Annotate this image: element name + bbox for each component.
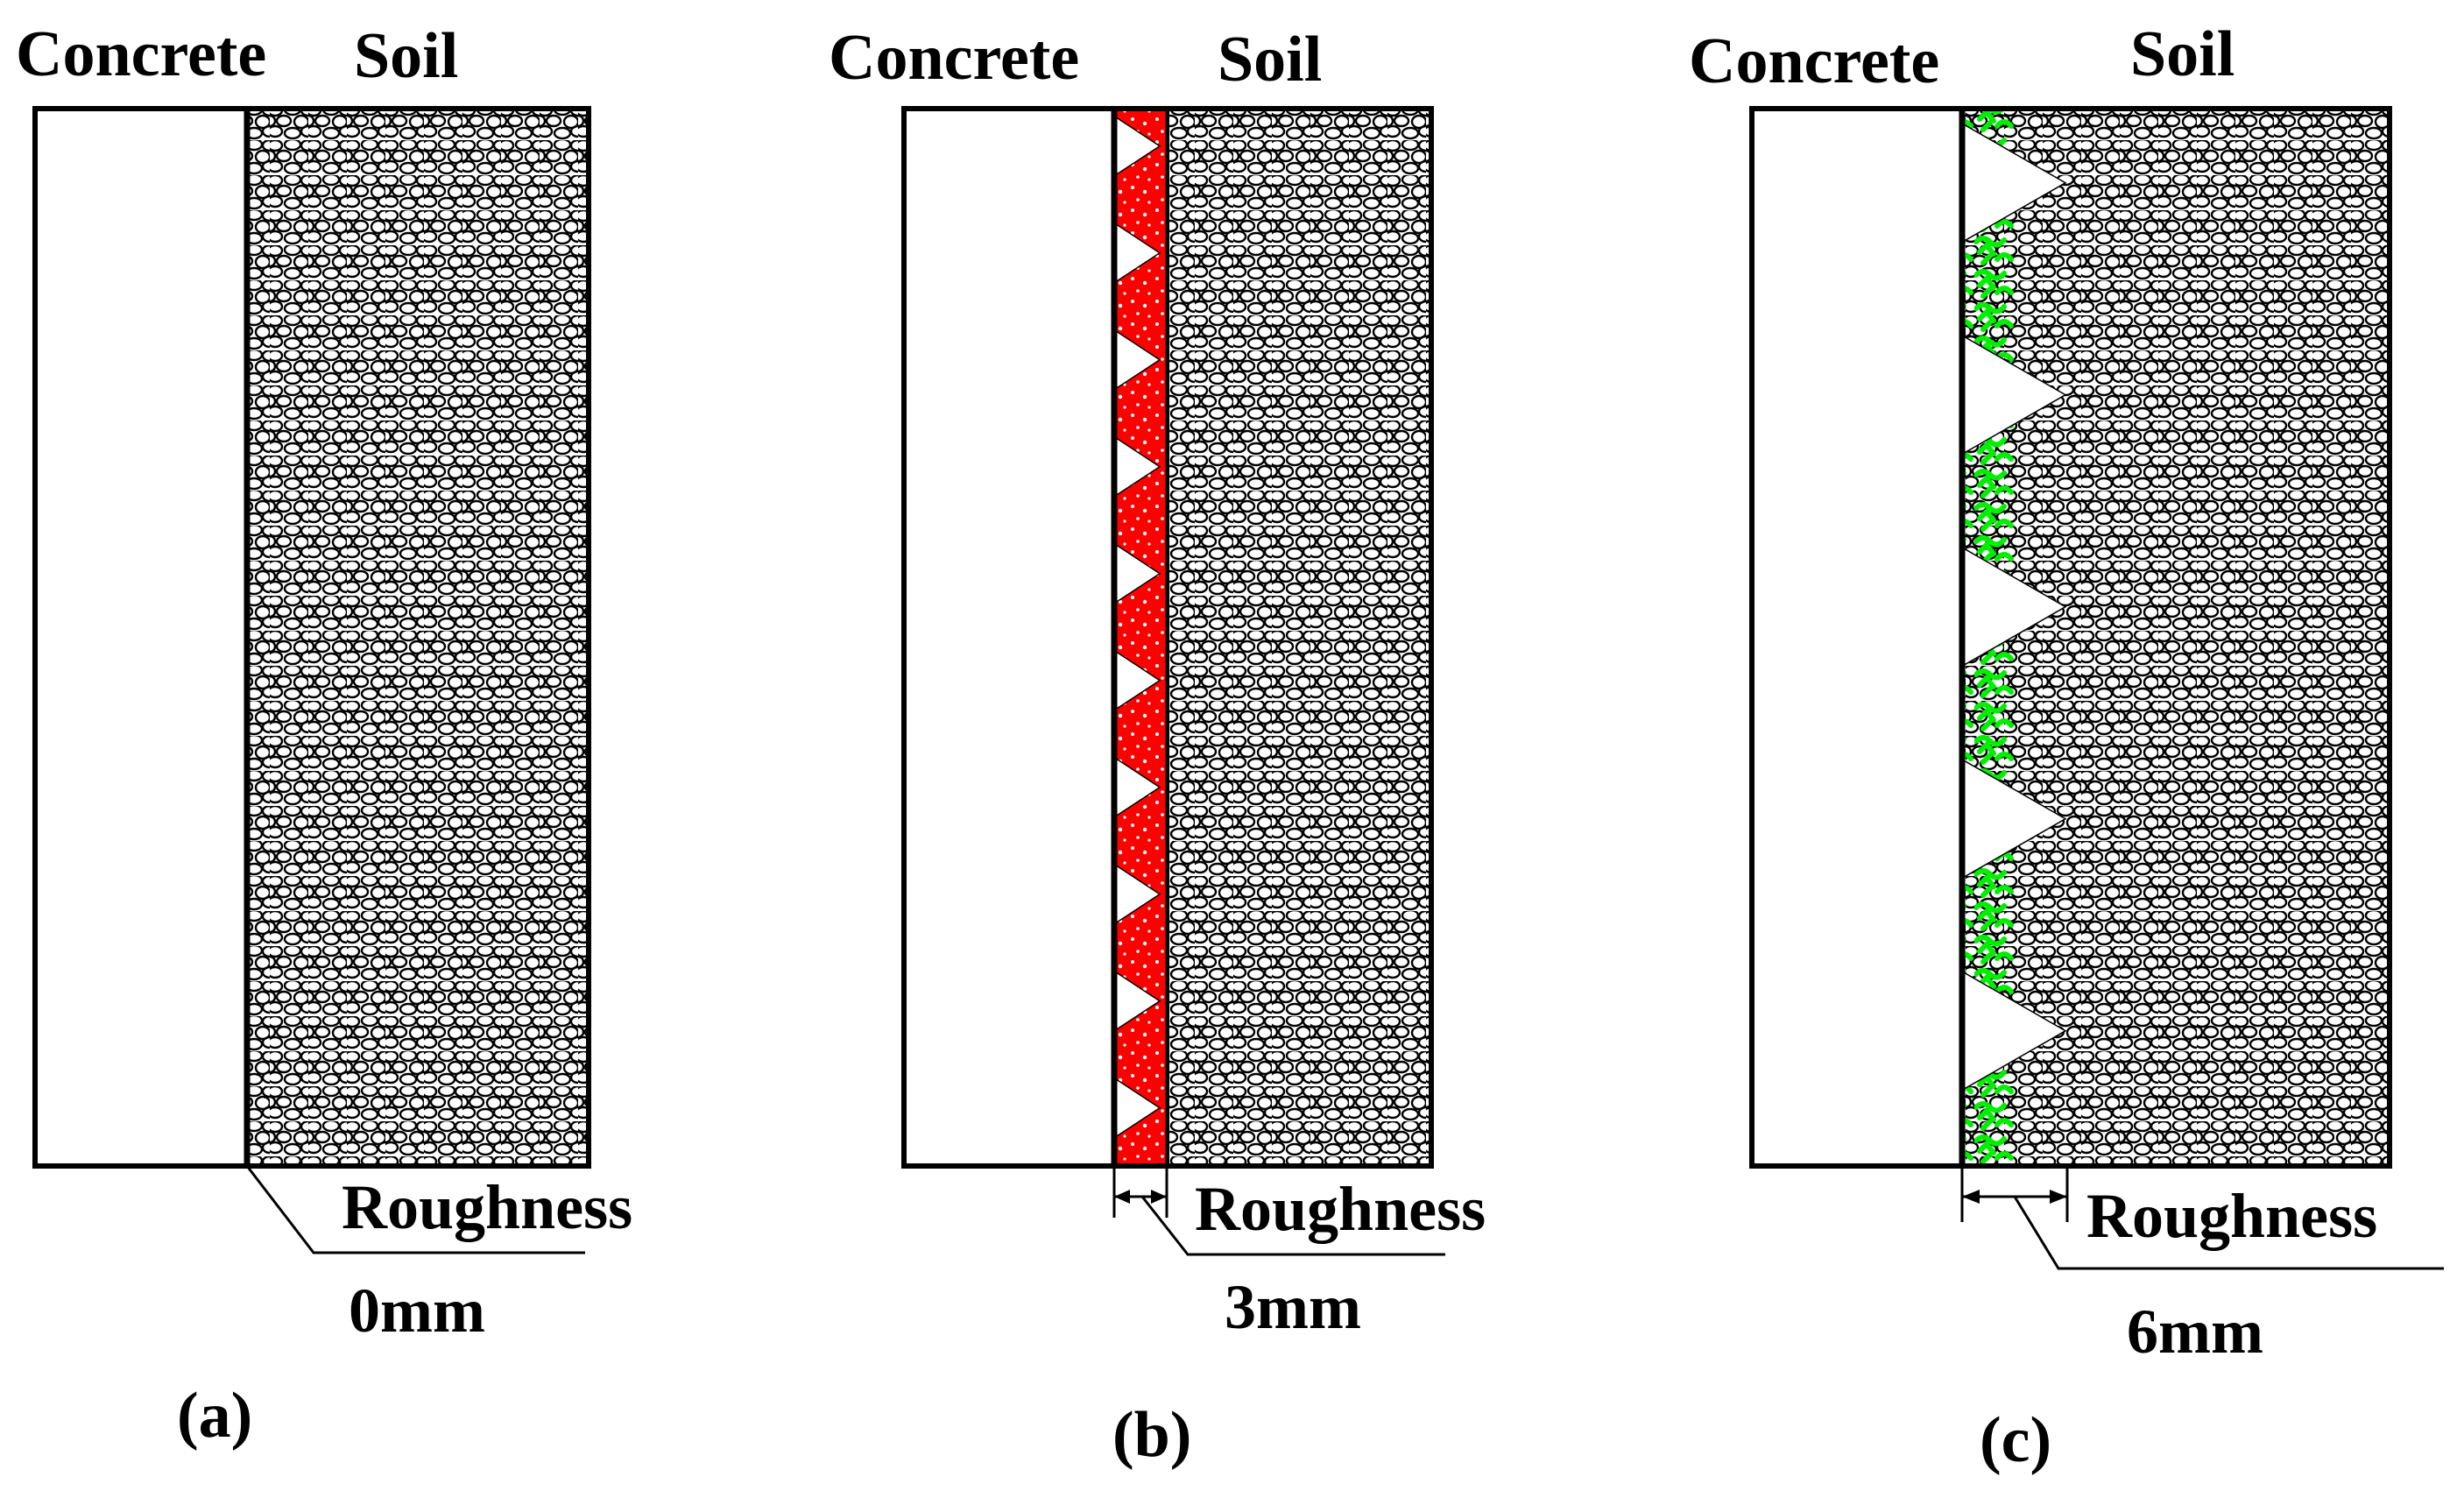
concrete-label-b: Concrete <box>829 22 1079 94</box>
roughness-label-c: Roughness <box>2086 1181 2377 1251</box>
soil-label-c: Soil <box>2130 18 2235 90</box>
concrete-label-c: Concrete <box>1689 25 1939 97</box>
dim-arrow-left-b <box>1114 1190 1130 1204</box>
roughness-leader-c <box>2013 1196 2444 1270</box>
roughness-leader-a <box>245 1165 585 1254</box>
concrete-block-a <box>32 106 250 1169</box>
soil-block-a <box>244 106 591 1169</box>
concrete-block-c <box>1749 106 1965 1169</box>
caption-a: (a) <box>177 1380 252 1452</box>
dim-arrow-right-c <box>2050 1190 2067 1204</box>
soil-block-b <box>1164 106 1434 1169</box>
roughness-value-c: 6mm <box>2127 1297 2263 1367</box>
soil-block-c <box>1959 106 2392 1169</box>
caption-c: (c) <box>1980 1404 2051 1476</box>
soil-label-a: Soil <box>354 20 458 92</box>
concrete-label-a: Concrete <box>16 18 266 90</box>
panel-b: Concrete Soil Roughness 3mm (b) <box>829 22 1486 1471</box>
roughness-label-b: Roughness <box>1195 1174 1486 1244</box>
soil-label-b: Soil <box>1218 24 1322 95</box>
panel-c: Concrete Soil Roughness 6mm (c) <box>1689 18 2444 1476</box>
caption-b: (b) <box>1112 1399 1191 1471</box>
concrete-block-b <box>901 106 1117 1169</box>
roughness-value-a: 0mm <box>349 1275 485 1346</box>
roughness-teeth-c <box>1961 122 2067 1092</box>
roughness-value-b: 3mm <box>1225 1272 1361 1342</box>
panel-c-outline <box>1749 106 2392 1169</box>
dim-arrow-left-c <box>1962 1190 1980 1204</box>
roughness-leader-b <box>1140 1196 1445 1256</box>
roughness-label-a: Roughness <box>342 1172 632 1242</box>
panel-a: Concrete Soil Roughness 0mm (a) <box>16 18 632 1452</box>
dim-arrow-right-b <box>1151 1190 1167 1204</box>
